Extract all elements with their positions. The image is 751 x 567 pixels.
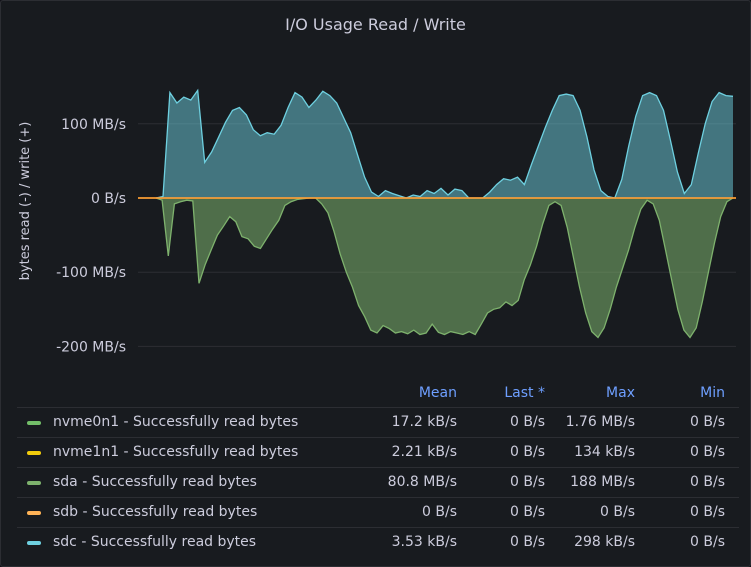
legend-color-swatch [27,541,41,545]
legend-color-swatch [27,451,41,455]
legend-max-value: 134 kB/s [574,444,635,460]
legend-max-value: 1.76 MB/s [565,414,635,430]
y-tick-label: -200 MB/s [56,339,126,355]
legend-max-value: 298 kB/s [574,534,635,550]
legend-min-value: 0 B/s [690,414,725,430]
legend-header-mean[interactable]: Mean [418,385,457,401]
legend-header-max[interactable]: Max [606,385,635,401]
legend-mean-value: 2.21 kB/s [391,444,457,460]
legend-last-value: 0 B/s [510,444,545,460]
legend-series-name[interactable]: nvme0n1 - Successfully read bytes [53,414,299,430]
legend-row[interactable]: sdb - Successfully read bytes 0 B/s 0 B/s 0… [17,497,739,527]
series-line-sda [155,197,734,339]
io-usage-chart: 100 MB/s 0 B/s -100 MB/s -200 MB/s bytes re… [18,88,736,356]
legend-mean-value: 3.53 kB/s [391,534,457,550]
y-axis-label: bytes read (-) / write (+) [18,122,33,281]
legend-mean-value: 0 B/s [422,504,457,520]
legend-mean-value: 80.8 MB/s [387,474,457,490]
y-tick-label: -100 MB/s [56,265,126,281]
legend-row[interactable]: nvme0n1 - Successfully read bytes 17.2 kB… [17,407,739,437]
legend-row[interactable]: sda - Successfully read bytes 80.8 MB/s 0 … [17,467,739,497]
legend-max-value: 0 B/s [600,504,635,520]
legend-last-value: 0 B/s [510,474,545,490]
series-line-sdc [155,88,734,199]
legend-last-value: 0 B/s [510,534,545,550]
legend-max-value: 188 MB/s [570,474,635,490]
legend-min-value: 0 B/s [690,474,725,490]
legend-series-name[interactable]: sda - Successfully read bytes [53,474,257,490]
y-tick-label: 0 B/s [91,191,126,207]
legend-last-value: 0 B/s [510,504,545,520]
legend-color-swatch [27,421,41,425]
legend-header: Mean Last * Max Min [17,381,739,407]
legend-header-min[interactable]: Min [700,385,725,401]
legend-color-swatch [27,511,41,515]
legend-min-value: 0 B/s [690,504,725,520]
legend-series-name[interactable]: sdc - Successfully read bytes [53,534,257,550]
legend-min-value: 0 B/s [690,534,725,550]
legend-row[interactable]: sdc - Successfully read bytes 3.53 kB/s 0 … [17,527,739,557]
legend-min-value: 0 B/s [690,444,725,460]
y-tick-label: 100 MB/s [61,117,126,133]
legend-mean-value: 17.2 kB/s [391,414,457,430]
legend-last-value: 0 B/s [510,414,545,430]
legend-series-name[interactable]: nvme1n1 - Successfully read bytes [53,444,299,460]
chart-series [138,88,736,339]
series-area-sdc [156,90,733,198]
y-axis-ticks: 100 MB/s 0 B/s -100 MB/s -200 MB/s [56,117,126,356]
legend-header-last[interactable]: Last * [504,385,545,401]
legend-series-name[interactable]: sdb - Successfully read bytes [53,504,258,520]
legend-row[interactable]: nvme1n1 - Successfully read bytes 2.21 kB… [17,437,739,467]
series-area-sda [156,198,733,338]
legend-color-swatch [27,481,41,485]
panel-title: I/O Usage Read / Write [285,15,466,34]
legend-table: Mean Last * Max Min nvme0n1 - Successful… [17,381,739,557]
